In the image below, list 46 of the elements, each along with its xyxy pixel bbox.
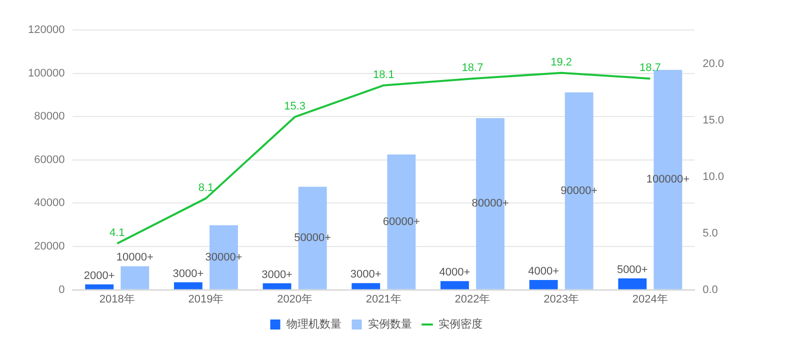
y-tick-label: 60000 xyxy=(34,154,65,166)
data-label: 10000+ xyxy=(116,252,154,264)
data-label: 5000+ xyxy=(616,264,648,276)
x-tick-label: 2019年 xyxy=(188,293,224,306)
y2-tick-label: 20.0 xyxy=(702,58,724,70)
data-label: 3000+ xyxy=(172,268,204,280)
y2-tick-label: 5.0 xyxy=(702,227,718,240)
bar xyxy=(529,280,558,290)
data-label: 3000+ xyxy=(350,268,382,281)
data-label: 18.7 xyxy=(639,62,661,74)
x-tick-label: 2023年 xyxy=(544,293,580,306)
y-tick-label: 0 xyxy=(58,284,65,296)
data-label: 4.1 xyxy=(109,227,125,240)
x-tick-label: 2020年 xyxy=(277,293,313,306)
data-label: 80000+ xyxy=(472,198,509,210)
data-label: 18.7 xyxy=(462,62,484,74)
legend-label: 实例密度 xyxy=(438,318,482,331)
x-tick-label: 2018年 xyxy=(99,293,135,306)
y-tick-label: 20000 xyxy=(34,240,65,253)
y2-tick-label: 15.0 xyxy=(702,114,724,126)
data-label: 15.3 xyxy=(284,100,306,113)
bar xyxy=(85,284,114,290)
data-label: 2000+ xyxy=(84,270,115,282)
x-tick-label: 2021年 xyxy=(366,293,402,306)
x-tick-label: 2022年 xyxy=(454,293,490,306)
data-label: 8.1 xyxy=(198,182,214,194)
y2-tick-label: 10.0 xyxy=(702,170,724,183)
bar xyxy=(440,281,469,290)
y-tick-label: 100000 xyxy=(28,67,65,80)
y2-tick-label: 0.0 xyxy=(702,284,718,296)
bar xyxy=(618,278,647,290)
bar xyxy=(352,283,380,290)
data-label: 18.1 xyxy=(372,68,394,81)
bar xyxy=(262,283,292,290)
y-tick-label: 120000 xyxy=(28,24,65,36)
bar xyxy=(174,282,202,290)
data-label: 3000+ xyxy=(262,268,292,281)
bar xyxy=(120,266,150,290)
legend-label: 实例数量 xyxy=(368,318,412,331)
data-label: 4000+ xyxy=(439,266,470,279)
data-label: 19.2 xyxy=(550,56,572,68)
y-tick-label: 40000 xyxy=(34,197,65,210)
x-tick-label: 2024年 xyxy=(632,293,668,306)
legend-label: 物理机数量 xyxy=(286,318,342,331)
y-tick-label: 80000 xyxy=(34,110,65,123)
data-label: 4000+ xyxy=(528,266,560,278)
